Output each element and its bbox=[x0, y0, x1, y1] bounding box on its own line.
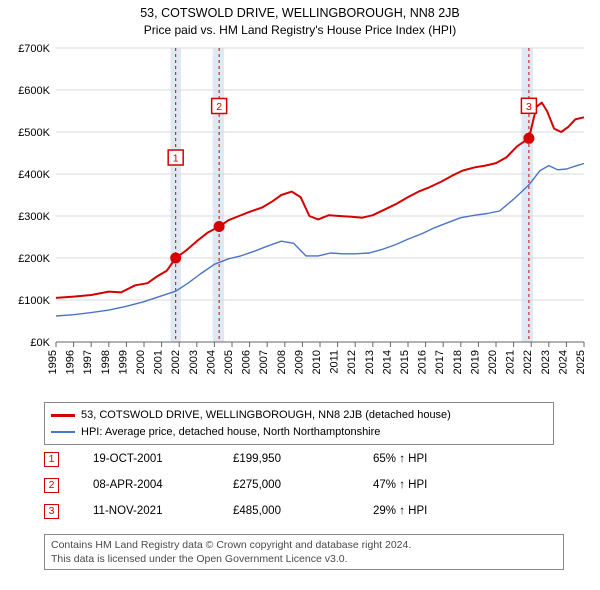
license-box: Contains HM Land Registry data © Crown c… bbox=[44, 534, 564, 570]
tx-date: 11-NOV-2021 bbox=[93, 505, 233, 517]
tx-price: £199,950 bbox=[233, 453, 373, 465]
svg-text:2019: 2019 bbox=[469, 350, 481, 374]
license-line: Contains HM Land Registry data © Crown c… bbox=[51, 538, 557, 552]
svg-text:£300K: £300K bbox=[18, 211, 50, 223]
svg-text:2004: 2004 bbox=[205, 350, 217, 374]
svg-text:2010: 2010 bbox=[311, 350, 323, 374]
svg-text:2009: 2009 bbox=[293, 350, 305, 374]
svg-text:2017: 2017 bbox=[434, 350, 446, 374]
tx-badge-icon: 2 bbox=[44, 478, 59, 493]
svg-text:2002: 2002 bbox=[170, 350, 182, 374]
svg-text:£100K: £100K bbox=[18, 295, 50, 307]
svg-text:£700K: £700K bbox=[18, 43, 50, 55]
table-row: 3 11-NOV-2021 £485,000 29% ↑ HPI bbox=[44, 498, 554, 524]
legend-row: 53, COTSWOLD DRIVE, WELLINGBOROUGH, NN8 … bbox=[51, 407, 547, 424]
svg-text:£200K: £200K bbox=[18, 253, 50, 265]
legend-swatch bbox=[51, 431, 75, 434]
tx-delta: 29% ↑ HPI bbox=[373, 505, 493, 517]
legend-label: 53, COTSWOLD DRIVE, WELLINGBOROUGH, NN8 … bbox=[81, 407, 451, 424]
svg-text:£600K: £600K bbox=[18, 85, 50, 97]
legend-swatch bbox=[51, 414, 75, 417]
svg-text:2020: 2020 bbox=[487, 350, 499, 374]
svg-text:1: 1 bbox=[173, 153, 179, 165]
title-line-1: 53, COTSWOLD DRIVE, WELLINGBOROUGH, NN8 … bbox=[0, 6, 600, 20]
chart-area: £0K £100K £200K £300K £400K £500K £600K £700K 19… bbox=[6, 42, 594, 394]
svg-text:2: 2 bbox=[216, 101, 222, 113]
title-block: 53, COTSWOLD DRIVE, WELLINGBOROUGH, NN8 … bbox=[0, 0, 600, 39]
legend: 53, COTSWOLD DRIVE, WELLINGBOROUGH, NN8 … bbox=[44, 402, 554, 445]
title-line-2: Price paid vs. HM Land Registry's House … bbox=[0, 23, 600, 37]
svg-text:2007: 2007 bbox=[258, 350, 270, 374]
svg-text:2000: 2000 bbox=[135, 350, 147, 374]
svg-text:2025: 2025 bbox=[575, 350, 587, 374]
svg-text:2022: 2022 bbox=[522, 350, 534, 374]
svg-text:2015: 2015 bbox=[399, 350, 411, 374]
tx-badge-icon: 1 bbox=[44, 452, 59, 467]
svg-text:1995: 1995 bbox=[47, 350, 59, 374]
chart-svg: £0K £100K £200K £300K £400K £500K £600K £700K 19… bbox=[6, 42, 594, 394]
legend-row: HPI: Average price, detached house, Nort… bbox=[51, 424, 547, 441]
tx-price: £275,000 bbox=[233, 479, 373, 491]
svg-text:3: 3 bbox=[526, 101, 532, 113]
chart-container: 53, COTSWOLD DRIVE, WELLINGBOROUGH, NN8 … bbox=[0, 0, 600, 590]
svg-text:2024: 2024 bbox=[557, 350, 569, 374]
svg-text:£500K: £500K bbox=[18, 127, 50, 139]
svg-text:2001: 2001 bbox=[153, 350, 165, 374]
license-line: This data is licensed under the Open Gov… bbox=[51, 552, 557, 566]
svg-text:£0K: £0K bbox=[30, 337, 50, 349]
svg-text:2011: 2011 bbox=[329, 350, 341, 374]
svg-text:2013: 2013 bbox=[364, 350, 376, 374]
tx-date: 19-OCT-2001 bbox=[93, 453, 233, 465]
svg-text:1998: 1998 bbox=[100, 350, 112, 374]
tx-price: £485,000 bbox=[233, 505, 373, 517]
tx-badge-icon: 3 bbox=[44, 504, 59, 519]
tx-date: 08-APR-2004 bbox=[93, 479, 233, 491]
tx-delta: 47% ↑ HPI bbox=[373, 479, 493, 491]
svg-text:2014: 2014 bbox=[381, 350, 393, 374]
svg-text:2016: 2016 bbox=[417, 350, 429, 374]
svg-text:1997: 1997 bbox=[82, 350, 94, 374]
tx-delta: 65% ↑ HPI bbox=[373, 453, 493, 465]
svg-text:2005: 2005 bbox=[223, 350, 235, 374]
svg-text:2003: 2003 bbox=[188, 350, 200, 374]
svg-text:£400K: £400K bbox=[18, 169, 50, 181]
svg-text:2008: 2008 bbox=[276, 350, 288, 374]
svg-text:2023: 2023 bbox=[540, 350, 552, 374]
svg-text:1996: 1996 bbox=[65, 350, 77, 374]
svg-text:2021: 2021 bbox=[505, 350, 517, 374]
legend-label: HPI: Average price, detached house, Nort… bbox=[81, 424, 380, 441]
table-row: 2 08-APR-2004 £275,000 47% ↑ HPI bbox=[44, 472, 554, 498]
transactions-table: 1 19-OCT-2001 £199,950 65% ↑ HPI 2 08-AP… bbox=[44, 446, 554, 524]
svg-text:2018: 2018 bbox=[452, 350, 464, 374]
table-row: 1 19-OCT-2001 £199,950 65% ↑ HPI bbox=[44, 446, 554, 472]
svg-text:2006: 2006 bbox=[241, 350, 253, 374]
svg-text:1999: 1999 bbox=[117, 350, 129, 374]
svg-text:2012: 2012 bbox=[346, 350, 358, 374]
